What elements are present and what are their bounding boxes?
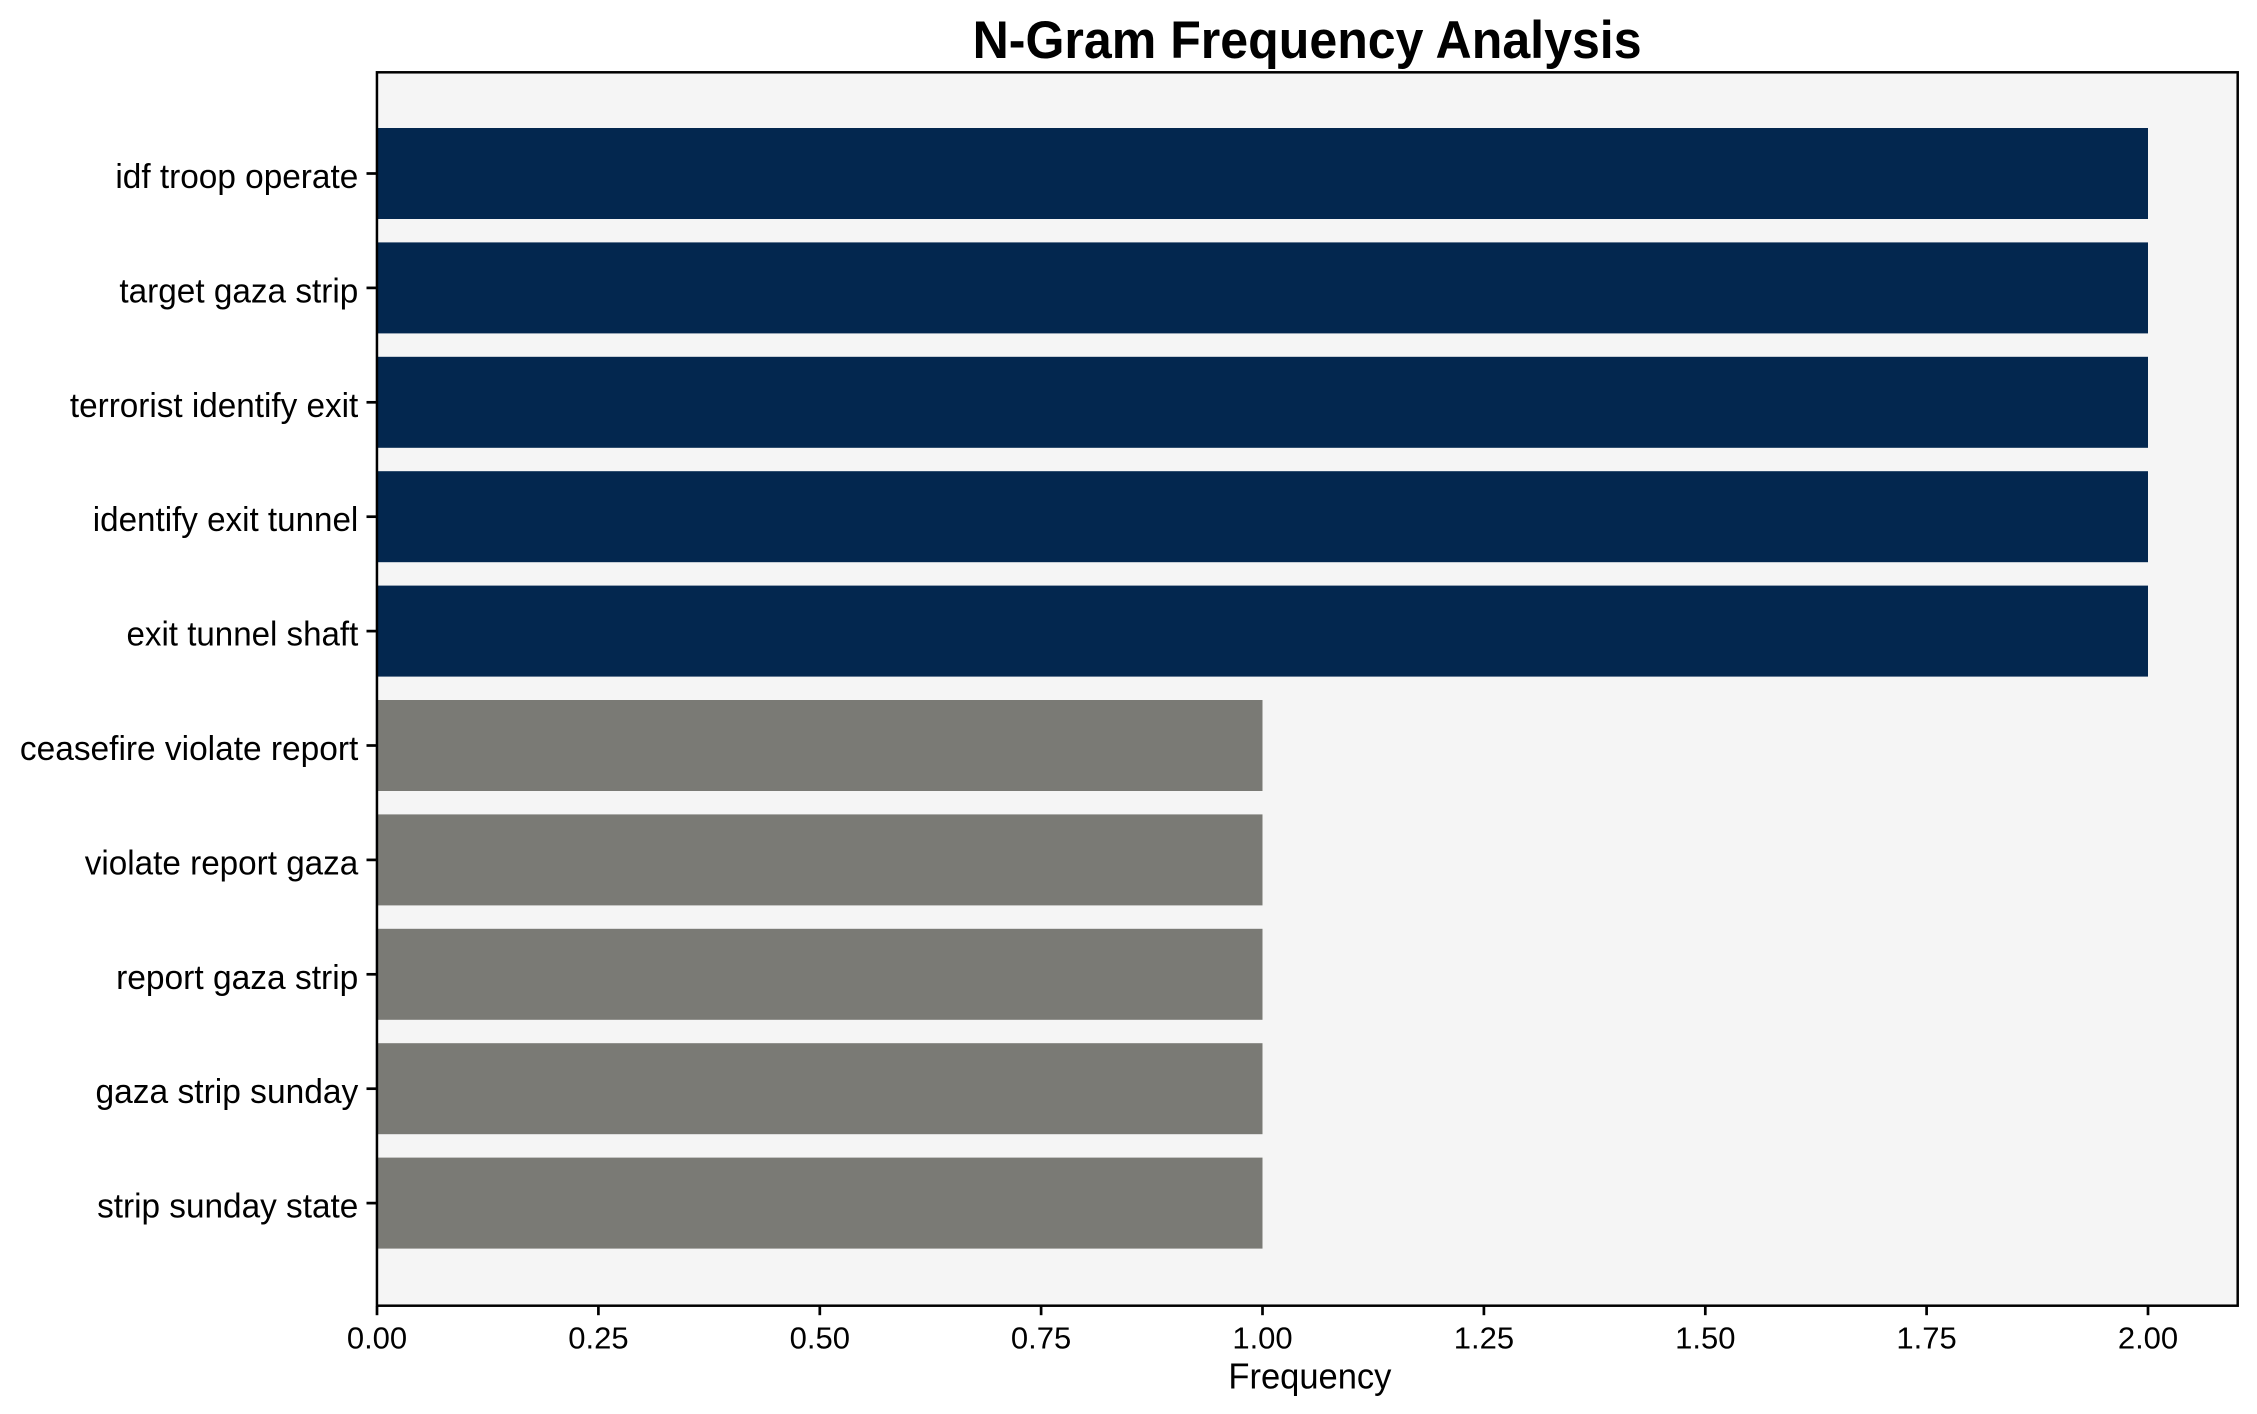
svg-text:target gaza strip: target gaza strip — [119, 272, 358, 310]
svg-text:0.75: 0.75 — [1011, 1321, 1071, 1356]
svg-text:0.25: 0.25 — [568, 1321, 628, 1356]
svg-text:1.75: 1.75 — [1896, 1321, 1956, 1356]
svg-text:report gaza strip: report gaza strip — [116, 959, 358, 997]
svg-text:1.00: 1.00 — [1232, 1321, 1292, 1356]
svg-text:violate report gaza: violate report gaza — [85, 844, 359, 882]
svg-text:ceasefire violate report: ceasefire violate report — [20, 730, 359, 768]
svg-text:1.50: 1.50 — [1675, 1321, 1735, 1356]
svg-text:exit tunnel shaft: exit tunnel shaft — [127, 616, 359, 654]
svg-text:strip sunday state: strip sunday state — [97, 1188, 358, 1226]
svg-text:0.50: 0.50 — [790, 1321, 850, 1356]
svg-text:0.00: 0.00 — [347, 1321, 407, 1356]
svg-text:idf troop operate: idf troop operate — [115, 158, 358, 196]
svg-text:terrorist identify exit: terrorist identify exit — [70, 387, 359, 425]
svg-text:1.25: 1.25 — [1454, 1321, 1514, 1356]
svg-text:identify exit tunnel: identify exit tunnel — [93, 501, 359, 539]
svg-text:2.00: 2.00 — [2118, 1321, 2178, 1356]
svg-text:gaza strip sunday: gaza strip sunday — [96, 1073, 359, 1111]
svg-text:N-Gram Frequency Analysis: N-Gram Frequency Analysis — [973, 11, 1642, 70]
svg-text:Frequency: Frequency — [1228, 1356, 1392, 1397]
